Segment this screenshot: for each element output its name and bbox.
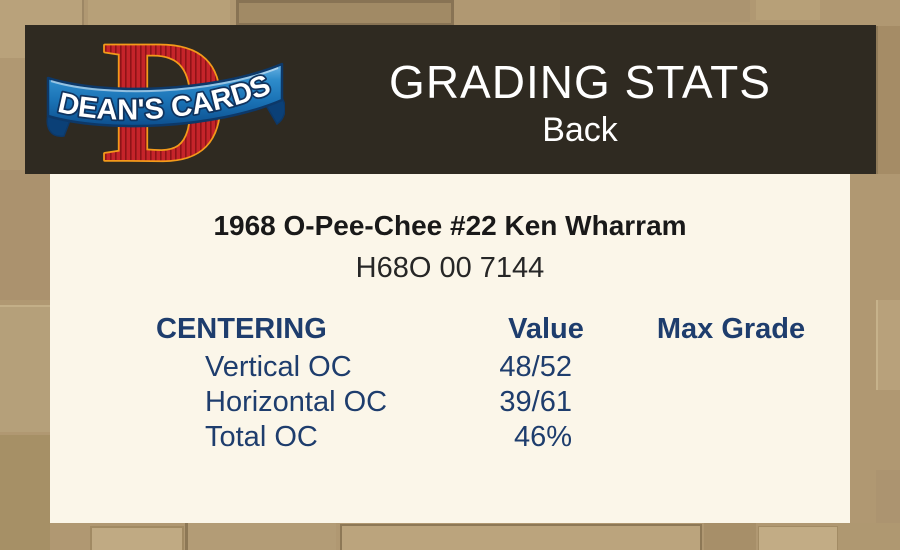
table-row: Horizontal OC 39/61 [156, 385, 806, 420]
row-max-grade [656, 350, 806, 385]
content-panel [50, 174, 850, 523]
column-header-value: Value [508, 313, 584, 345]
row-value: 46% [513, 421, 572, 453]
background-card [185, 523, 336, 550]
row-max-grade [656, 385, 806, 420]
centering-table: CENTERING Value Max Grade Vertical OC 48… [156, 312, 806, 455]
background-card [0, 305, 50, 432]
background-card [236, 0, 454, 26]
background-card [0, 435, 50, 550]
table-row: Total OC 46% [156, 420, 806, 455]
column-header-centering: CENTERING [156, 313, 327, 345]
card-code: H68O 00 7144 [355, 252, 545, 284]
row-label: Vertical OC [205, 351, 352, 383]
background-card [340, 524, 702, 550]
row-max-grade [656, 420, 806, 455]
background-card [704, 523, 756, 550]
background-card [0, 170, 50, 300]
deans-cards-logo[interactable]: D DEAN'S CARDS [45, 34, 285, 168]
card-title: 1968 O-Pee-Chee #22 Ken Wharram [213, 210, 687, 241]
table-row: Vertical OC 48/52 [156, 350, 806, 385]
background-card [758, 526, 838, 550]
page-title: GRADING STATS [389, 55, 771, 108]
background-card [876, 300, 900, 390]
background-card [560, 0, 750, 22]
background-card [876, 26, 900, 174]
page-subtitle-back: Back [542, 110, 618, 149]
row-label: Total OC [205, 421, 318, 453]
background-card [90, 526, 184, 550]
row-label: Horizontal OC [205, 386, 388, 418]
column-header-max-grade: Max Grade [656, 313, 806, 345]
background-card [88, 0, 230, 26]
row-value: 48/52 [499, 351, 572, 383]
background-card [756, 0, 820, 20]
background-card [838, 523, 900, 550]
row-value: 39/61 [499, 386, 572, 418]
header-text-block: GRADING STATS Back [286, 25, 874, 174]
table-header-row: CENTERING Value Max Grade [156, 312, 806, 347]
